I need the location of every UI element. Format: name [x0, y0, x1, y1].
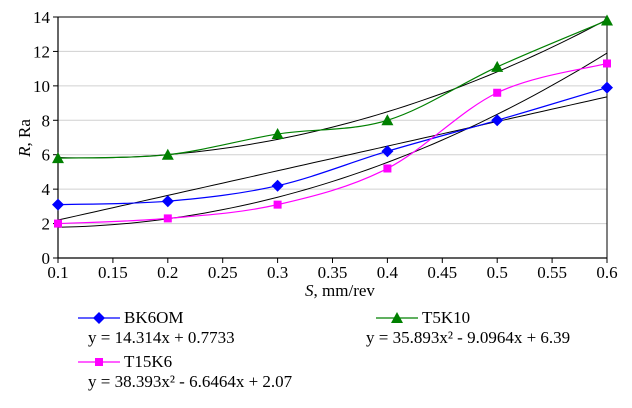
trendline-t15k6	[57, 52, 608, 228]
point-t5k10-4	[491, 60, 504, 72]
point-bk6om-4	[491, 114, 504, 127]
point-bk6om-0	[52, 198, 64, 211]
x-tick-label-0.2: 0.2	[157, 263, 178, 282]
x-tick-label-0.1: 0.1	[47, 263, 68, 282]
y-tick-label-0: 0	[42, 249, 51, 268]
legend-label-t5k10: T5K10	[422, 308, 471, 327]
legend-label-t15k6: T15K6	[124, 352, 173, 371]
equation-t5k10: y = 35.893x² - 9.0964x + 6.39	[366, 328, 571, 347]
axes	[53, 16, 608, 263]
y-tick-label-8: 8	[42, 111, 51, 130]
legend-swatch-bk6om	[78, 311, 120, 325]
x-axis-label: S, mm/rev	[305, 281, 375, 300]
point-bk6om-1	[161, 195, 174, 208]
x-tick-label-0.5: 0.5	[487, 263, 508, 282]
point-t15k6-1	[163, 214, 172, 223]
point-t15k6-4	[493, 88, 502, 97]
point-t5k10-5	[601, 14, 613, 26]
point-bk6om-5	[601, 81, 613, 94]
trendline-t5k10	[57, 19, 608, 159]
point-t5k10-3	[381, 114, 394, 126]
x-tick-label-0.25: 0.25	[208, 263, 238, 282]
grid-lines	[58, 16, 607, 259]
legend-t5k10: T5K10 y = 35.893x² - 9.0964x + 6.39	[366, 308, 570, 348]
series-line-t15k6	[57, 62, 608, 225]
equation-bk6om: y = 14.314x + 0.7733	[88, 328, 235, 347]
point-t15k6-5	[603, 59, 611, 68]
point-t5k10-0	[52, 152, 64, 164]
point-t15k6-0	[54, 219, 62, 228]
y-tick-label-14: 14	[33, 8, 51, 27]
legend-label-bk6om: BK6OM	[124, 308, 184, 327]
y-tick-label-2: 2	[42, 215, 51, 234]
point-t5k10-2	[271, 128, 284, 140]
data-points	[52, 14, 613, 228]
point-bk6om-3	[381, 145, 394, 158]
y-axis-label: R, Ra	[15, 119, 34, 158]
trendline-bk6om	[57, 96, 608, 221]
x-tick-label-0.45: 0.45	[427, 263, 457, 282]
equation-t15k6: y = 38.393x² - 6.6464x + 2.07	[88, 372, 293, 391]
legend-swatch-t15k6	[78, 355, 120, 369]
x-tick-label-0.55: 0.55	[537, 263, 567, 282]
x-tick-label-0.4: 0.4	[377, 263, 399, 282]
series-line-bk6om	[57, 87, 608, 206]
chart: 0 2 4 6 8 10 12 14 0.1 0.15 0.2 0.25 0.3 0.35 0.4 0.45 0…	[15, 8, 618, 300]
tick-labels: 0 2 4 6 8 10 12 14 0.1 0.15 0.2 0.25 0.3 0.35 0.4 0.45 0…	[33, 8, 618, 282]
point-t15k6-2	[273, 200, 282, 209]
x-tick-label-0.35: 0.35	[318, 263, 348, 282]
point-t5k10-1	[161, 148, 174, 160]
y-tick-label-6: 6	[42, 146, 51, 165]
point-t15k6-3	[383, 164, 392, 173]
trendlines	[57, 19, 608, 228]
y-tick-label-4: 4	[42, 180, 51, 199]
legend-swatch-t5k10	[376, 311, 418, 325]
legend-t15k6: T15K6 y = 38.393x² - 6.6464x + 2.07	[78, 352, 292, 392]
legend-bk6om: BK6OM y = 14.314x + 0.7733	[78, 308, 235, 348]
data-series	[57, 19, 608, 225]
point-bk6om-2	[271, 179, 284, 192]
series-line-t5k10	[57, 19, 608, 159]
x-tick-label-0.15: 0.15	[98, 263, 128, 282]
y-tick-label-10: 10	[33, 77, 50, 96]
x-tick-label-0.3: 0.3	[267, 263, 288, 282]
x-tick-label-0.6: 0.6	[596, 263, 617, 282]
y-tick-label-12: 12	[33, 42, 50, 61]
